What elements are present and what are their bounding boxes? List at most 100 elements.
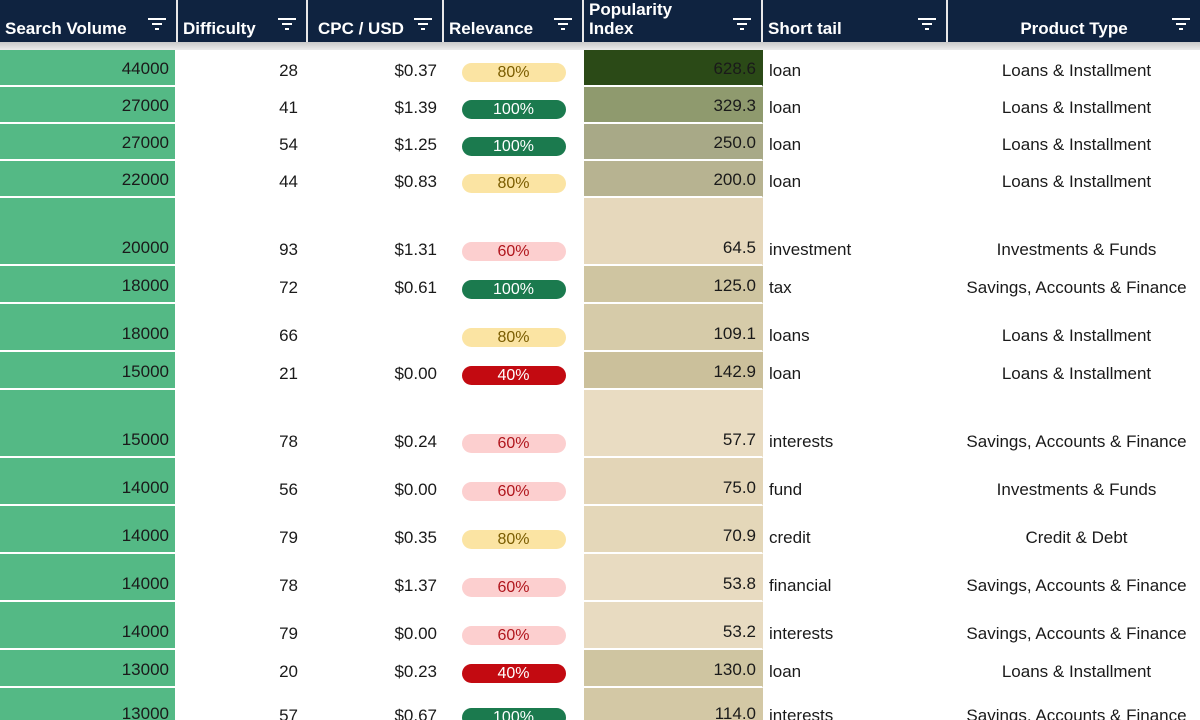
column-header-popularity-index[interactable]: Popularity Index (584, 0, 763, 42)
table-row[interactable]: 22000 44 $0.83 80% 200.0 loan Loans & Installm… (0, 161, 1200, 198)
search-volume-cell[interactable]: 13000 (0, 688, 178, 720)
filter-icon[interactable] (414, 17, 432, 31)
short-tail-cell[interactable]: loan (769, 61, 802, 80)
filter-icon[interactable] (1172, 17, 1190, 31)
cpc-cell[interactable]: $0.67 (394, 706, 437, 720)
difficulty-cell[interactable]: 78 (279, 576, 298, 595)
cpc-cell[interactable]: $0.00 (394, 624, 437, 643)
relevance-cell[interactable]: 40% (444, 650, 584, 688)
popularity-index-cell[interactable]: 53.8 (584, 554, 763, 602)
product-type-cell[interactable]: Investments & Funds (996, 240, 1157, 259)
relevance-cell[interactable]: 80% (444, 50, 584, 87)
relevance-cell[interactable]: 80% (444, 506, 584, 554)
column-header-relevance[interactable]: Relevance (444, 0, 584, 42)
filter-icon[interactable] (733, 17, 751, 31)
popularity-index-cell[interactable]: 200.0 (584, 161, 763, 198)
popularity-index-cell[interactable]: 70.9 (584, 506, 763, 554)
relevance-cell[interactable]: 60% (444, 554, 584, 602)
table-row[interactable]: 14000 78 $1.37 60% 53.8 financial Savings, Acc… (0, 554, 1200, 602)
search-volume-cell[interactable]: 27000 (0, 124, 178, 161)
column-header-short-tail[interactable]: Short tail (763, 0, 948, 42)
cpc-cell[interactable]: $0.61 (394, 278, 437, 297)
difficulty-cell[interactable]: 72 (279, 278, 298, 297)
product-type-cell[interactable]: Investments & Funds (996, 480, 1157, 499)
product-type-cell[interactable]: Savings, Accounts & Finance (966, 706, 1187, 720)
column-header-search-volume[interactable]: Search Volume (0, 0, 178, 42)
difficulty-cell[interactable]: 41 (279, 98, 298, 117)
short-tail-cell[interactable]: investment (769, 240, 852, 259)
filter-icon[interactable] (278, 17, 296, 31)
search-volume-cell[interactable]: 14000 (0, 506, 178, 554)
short-tail-cell[interactable]: credit (769, 528, 811, 547)
table-row[interactable]: 18000 66 80% 109.1 loans Loans & Installment (0, 304, 1200, 352)
relevance-cell[interactable]: 40% (444, 352, 584, 390)
popularity-index-cell[interactable]: 57.7 (584, 390, 763, 458)
short-tail-cell[interactable]: loan (769, 364, 802, 383)
short-tail-cell[interactable]: loan (769, 662, 802, 681)
table-row[interactable]: 13000 57 $0.67 100% 114.0 interests Savings, A… (0, 688, 1200, 720)
difficulty-cell[interactable]: 57 (279, 706, 298, 720)
cpc-cell[interactable]: $0.00 (394, 480, 437, 499)
table-row[interactable]: 14000 79 $0.35 80% 70.9 credit Credit & Debt (0, 506, 1200, 554)
popularity-index-cell[interactable]: 130.0 (584, 650, 763, 688)
cpc-cell[interactable]: $0.23 (394, 662, 437, 681)
relevance-cell[interactable]: 100% (444, 124, 584, 161)
product-type-cell[interactable]: Savings, Accounts & Finance (966, 624, 1187, 643)
difficulty-cell[interactable]: 56 (279, 480, 298, 499)
relevance-cell[interactable]: 100% (444, 87, 584, 124)
search-volume-cell[interactable]: 14000 (0, 458, 178, 506)
search-volume-cell[interactable]: 14000 (0, 602, 178, 650)
table-row[interactable]: 27000 54 $1.25 100% 250.0 loan Loans & Install… (0, 124, 1200, 161)
table-row[interactable]: 20000 93 $1.31 60% 64.5 investment Investments… (0, 198, 1200, 266)
relevance-cell[interactable]: 80% (444, 161, 584, 198)
relevance-cell[interactable]: 100% (444, 266, 584, 304)
product-type-cell[interactable]: Savings, Accounts & Finance (966, 432, 1187, 451)
cpc-cell[interactable]: $0.37 (394, 61, 437, 80)
search-volume-cell[interactable]: 20000 (0, 198, 178, 266)
product-type-cell[interactable]: Loans & Installment (1001, 98, 1152, 117)
product-type-cell[interactable]: Loans & Installment (1001, 61, 1152, 80)
cpc-cell[interactable]: $0.83 (394, 172, 437, 191)
table-row[interactable]: 15000 78 $0.24 60% 57.7 interests Savings, Acc… (0, 390, 1200, 458)
filter-icon[interactable] (918, 17, 936, 31)
short-tail-cell[interactable]: loan (769, 172, 802, 191)
difficulty-cell[interactable]: 79 (279, 624, 298, 643)
table-row[interactable]: 44000 28 $0.37 80% 628.6 loan Loans & Installm… (0, 50, 1200, 87)
popularity-index-cell[interactable]: 125.0 (584, 266, 763, 304)
cpc-cell[interactable] (308, 304, 444, 352)
short-tail-cell[interactable]: fund (769, 480, 803, 499)
table-row[interactable]: 14000 79 $0.00 60% 53.2 interests Savings, Acc… (0, 602, 1200, 650)
search-volume-cell[interactable]: 18000 (0, 304, 178, 352)
cpc-cell[interactable]: $1.37 (394, 576, 437, 595)
relevance-cell[interactable]: 60% (444, 198, 584, 266)
product-type-cell[interactable]: Credit & Debt (1025, 528, 1128, 547)
difficulty-cell[interactable]: 54 (279, 135, 298, 154)
product-type-cell[interactable]: Loans & Installment (1001, 326, 1152, 345)
filter-icon[interactable] (148, 17, 166, 31)
table-row[interactable]: 18000 72 $0.61 100% 125.0 tax Savings, Account… (0, 266, 1200, 304)
popularity-index-cell[interactable]: 114.0 (584, 688, 763, 720)
short-tail-cell[interactable]: financial (769, 576, 832, 595)
difficulty-cell[interactable]: 93 (279, 240, 298, 259)
product-type-cell[interactable]: Savings, Accounts & Finance (966, 576, 1187, 595)
relevance-cell[interactable]: 80% (444, 304, 584, 352)
difficulty-cell[interactable]: 21 (279, 364, 298, 383)
short-tail-cell[interactable]: tax (769, 278, 792, 297)
search-volume-cell[interactable]: 14000 (0, 554, 178, 602)
popularity-index-cell[interactable]: 142.9 (584, 352, 763, 390)
relevance-cell[interactable]: 100% (444, 688, 584, 720)
table-row[interactable]: 14000 56 $0.00 60% 75.0 fund Investments & Fun… (0, 458, 1200, 506)
short-tail-cell[interactable]: loans (769, 326, 810, 345)
column-header-difficulty[interactable]: Difficulty (178, 0, 308, 42)
cpc-cell[interactable]: $0.00 (394, 364, 437, 383)
popularity-index-cell[interactable]: 250.0 (584, 124, 763, 161)
cpc-cell[interactable]: $0.24 (394, 432, 437, 451)
short-tail-cell[interactable]: loan (769, 98, 802, 117)
column-header-product-type[interactable]: Product Type (948, 0, 1200, 42)
relevance-cell[interactable]: 60% (444, 602, 584, 650)
cpc-cell[interactable]: $1.25 (394, 135, 437, 154)
popularity-index-cell[interactable]: 53.2 (584, 602, 763, 650)
difficulty-cell[interactable]: 44 (279, 172, 298, 191)
search-volume-cell[interactable]: 13000 (0, 650, 178, 688)
cpc-cell[interactable]: $0.35 (394, 528, 437, 547)
